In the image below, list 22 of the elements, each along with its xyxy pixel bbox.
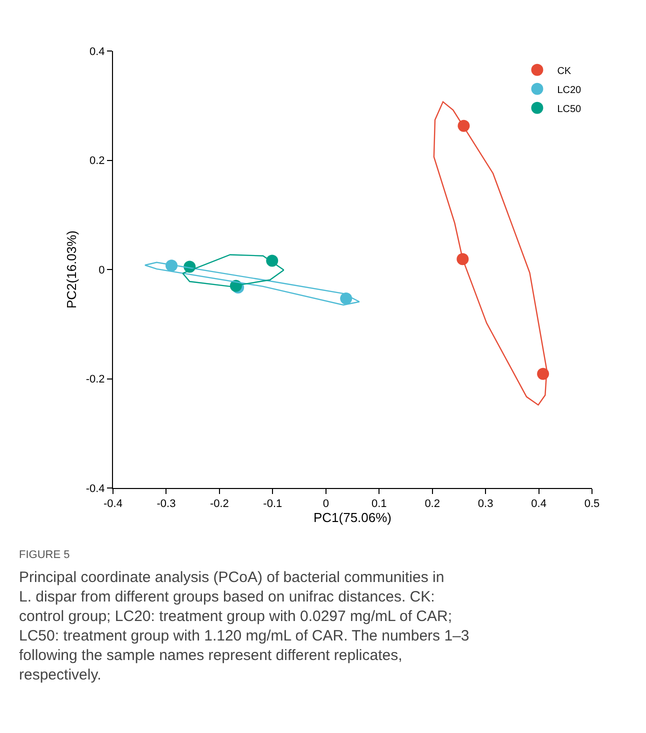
x-tick-label: 0 bbox=[322, 498, 329, 510]
y-tick-label: 0 bbox=[98, 264, 105, 276]
y-tick-label: -0.2 bbox=[86, 374, 105, 386]
x-tick-label: 0.1 bbox=[371, 498, 387, 510]
y-tick-label: 0.2 bbox=[90, 155, 105, 168]
legend-label: LC20 bbox=[557, 84, 582, 96]
x-tick-label: -0.1 bbox=[263, 498, 282, 510]
y-tick-label: -0.4 bbox=[86, 482, 105, 495]
y-axis-title: PC2(16.03%) bbox=[64, 230, 79, 309]
text: Principal coordinate analysis (PCoA) of bacterial communities in L. dispar from different groups based on unifrac distances. CK: control group; LC20: treatment group with 0.0297 mg/mL of CAR; LC50: treatment group with 1.120 mg/mL of CAR. The numbers 1–3 following the sample names represent different replicates, respectively. bbox=[19, 569, 470, 684]
legend-label: CK bbox=[557, 66, 572, 77]
x-tick-label: 0.4 bbox=[531, 498, 546, 510]
caption: FIGURE 5 bbox=[19, 549, 70, 561]
x-tick-label: -0.3 bbox=[156, 498, 176, 510]
x-tick-label: 0.2 bbox=[424, 498, 440, 510]
legend-label: LC50 bbox=[557, 104, 582, 115]
x-tick-label: 0.3 bbox=[478, 498, 494, 510]
y-tick-label: 0.4 bbox=[90, 46, 105, 58]
x-tick-label: -0.2 bbox=[210, 498, 229, 510]
x-tick-label: -0.4 bbox=[104, 498, 122, 510]
x-axis-title: PC1(75.06%) bbox=[313, 510, 392, 526]
x-tick-label: 0.5 bbox=[584, 498, 600, 510]
